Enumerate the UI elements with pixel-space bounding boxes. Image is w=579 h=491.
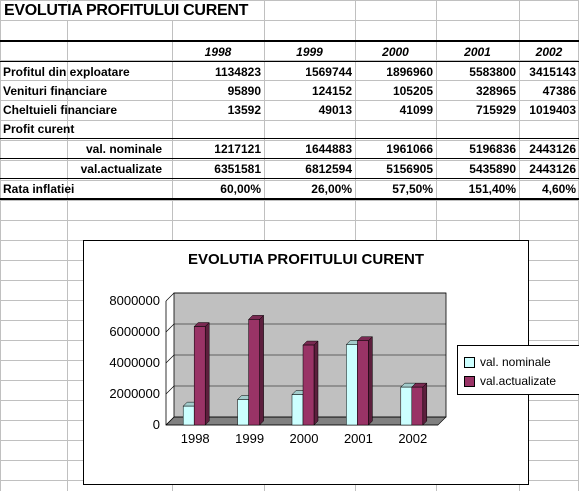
bar-side <box>259 314 264 426</box>
value-cell[interactable]: 105205 <box>392 83 433 98</box>
table-row: Venituri financiare 95890 124152 105205 … <box>0 81 579 100</box>
value-cell[interactable]: 5196836 <box>469 141 516 156</box>
value-cell[interactable]: 4,60% <box>541 181 576 196</box>
y-tick-label: 2000000 <box>109 386 160 401</box>
x-tick-label: 2001 <box>344 431 373 446</box>
value-cell[interactable]: 1019403 <box>529 102 576 117</box>
value-cell[interactable]: 151,40% <box>468 181 516 196</box>
value-cell[interactable]: 41099 <box>399 102 433 117</box>
bar <box>411 386 424 426</box>
table-row: Rata inflatiei 60,00% 26,00% 57,50% 151,… <box>0 179 579 199</box>
value-cell[interactable]: 60,00% <box>220 181 261 196</box>
value-cell[interactable]: 1644883 <box>305 141 352 156</box>
value-cell[interactable]: 124152 <box>311 83 352 98</box>
table-row: val. nominale 1217121 1644883 1961066 51… <box>0 138 579 159</box>
profit-label[interactable]: Profit curent <box>3 121 75 136</box>
table-row: Cheltuieli financiare 13592 49013 41099 … <box>0 100 579 119</box>
grid-line <box>165 416 175 426</box>
header-empty-cell[interactable] <box>0 41 172 62</box>
x-tick-label: 2000 <box>290 431 319 446</box>
table-row: Profit curent <box>0 119 579 139</box>
value-cell[interactable]: 5156905 <box>386 161 433 176</box>
year-header[interactable]: 1998 <box>204 44 232 59</box>
chart-title: EVOLUTIA PROFITULUI CURENT <box>187 251 425 268</box>
bar-side <box>313 340 319 426</box>
value-cell[interactable]: 95890 <box>227 83 261 98</box>
empty-cell[interactable] <box>264 119 355 139</box>
value-cell[interactable]: 6812594 <box>305 161 352 176</box>
value-cell[interactable]: 5583800 <box>469 64 516 79</box>
row-label[interactable]: Cheltuieli financiare <box>3 102 118 117</box>
bar <box>302 344 315 426</box>
value-cell[interactable]: 47386 <box>542 83 576 98</box>
year-header-row: 1998 1999 2000 2001 2002 <box>0 41 579 62</box>
bar <box>357 340 369 426</box>
value-cell[interactable]: 6351581 <box>214 161 261 176</box>
year-header[interactable]: 2002 <box>535 44 563 59</box>
value-cell[interactable]: 1961066 <box>386 141 433 156</box>
bar <box>346 344 358 426</box>
legend-item: val.actualizate <box>464 373 556 389</box>
bar <box>237 399 249 426</box>
y-tick-label: 4000000 <box>109 355 160 370</box>
legend-label: val. nominale <box>480 355 551 369</box>
value-cell[interactable]: 328965 <box>475 83 516 98</box>
row-label[interactable]: Venituri financiare <box>3 83 108 98</box>
value-cell[interactable]: 1896960 <box>386 64 433 79</box>
value-cell[interactable]: 3415143 <box>529 64 576 79</box>
value-cell[interactable]: 13592 <box>227 102 261 117</box>
y-tick-label: 0 <box>153 417 160 432</box>
empty-cell[interactable] <box>355 119 436 139</box>
value-cell[interactable]: 1134823 <box>214 64 261 79</box>
chart-legend[interactable]: val. nominale val.actualizate <box>457 345 579 395</box>
legend-label: val.actualizate <box>480 374 557 388</box>
data-table: 1998 1999 2000 2001 2002 Profitul din ex… <box>0 40 579 200</box>
empty-cell[interactable] <box>436 119 519 139</box>
y-tick-label: 8000000 <box>109 293 160 308</box>
legend-item: val. nominale <box>464 354 551 370</box>
value-cell[interactable]: 49013 <box>318 102 352 117</box>
x-tick-label: 1998 <box>181 431 210 446</box>
bar-side <box>368 336 373 426</box>
value-cell[interactable]: 26,00% <box>311 181 352 196</box>
bar <box>193 326 206 426</box>
year-header[interactable]: 1999 <box>296 44 323 59</box>
value-cell[interactable]: 1569744 <box>305 64 352 79</box>
grid-line <box>165 323 175 333</box>
value-cell[interactable]: 1217121 <box>214 141 261 156</box>
table-row: Profitul din exploatare 1134823 1569744 … <box>0 62 579 82</box>
value-cell[interactable]: 2443126 <box>529 161 576 176</box>
empty-cell[interactable] <box>519 119 579 139</box>
value-cell[interactable]: 57,50% <box>392 181 433 196</box>
chart-plot: 0 2000000 4000000 6000000 8000000 1998 1999 200… <box>109 292 447 446</box>
year-header[interactable]: 2000 <box>382 44 409 59</box>
bar-side <box>422 382 428 426</box>
legend-swatch <box>464 375 475 387</box>
x-tick-label: 1999 <box>235 431 264 446</box>
empty-cell[interactable] <box>172 119 264 139</box>
embedded-chart[interactable]: EVOLUTIA PROFITULUI CURENT 0 2000000 40000… <box>83 240 579 485</box>
bar <box>400 386 413 426</box>
grid-line <box>165 354 175 364</box>
row-label[interactable]: val.actualizate <box>80 161 162 176</box>
value-cell[interactable]: 5435890 <box>469 161 516 176</box>
value-cell[interactable]: 2443126 <box>529 141 576 156</box>
legend-swatch <box>464 356 475 368</box>
table-row: val.actualizate 6351581 6812594 5156905 … <box>0 159 579 179</box>
grid-line <box>165 385 175 395</box>
row-label[interactable]: Rata inflatiei <box>3 181 75 196</box>
bar-side <box>204 321 210 426</box>
bar <box>291 394 304 426</box>
year-header[interactable]: 2001 <box>464 44 491 59</box>
y-tick-label: 6000000 <box>109 324 160 339</box>
sheet-title[interactable]: EVOLUTIA PROFITULUI CURENT <box>4 2 253 20</box>
bar <box>248 319 260 426</box>
value-cell[interactable]: 715929 <box>475 102 516 117</box>
bar <box>182 405 195 426</box>
x-tick-label: 2002 <box>398 431 427 446</box>
row-label[interactable]: val. nominale <box>85 141 162 156</box>
row-label[interactable]: Profitul din exploatare <box>3 64 130 79</box>
grid-line <box>165 292 175 302</box>
